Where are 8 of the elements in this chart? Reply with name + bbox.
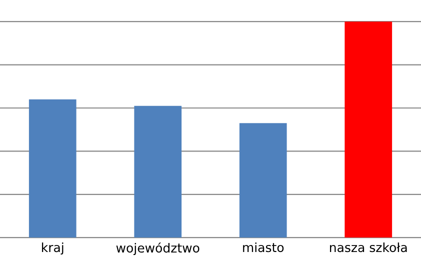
- bar: [134, 106, 182, 238]
- bar: [344, 22, 392, 238]
- x-tick-label: kraj: [42, 242, 64, 255]
- x-tick-label: województwo: [116, 242, 200, 256]
- x-tick-label: miasto: [243, 242, 284, 252]
- bar: [28, 99, 76, 238]
- x-tick-label: nasza szkoła: [330, 242, 407, 252]
- bar: [239, 123, 287, 238]
